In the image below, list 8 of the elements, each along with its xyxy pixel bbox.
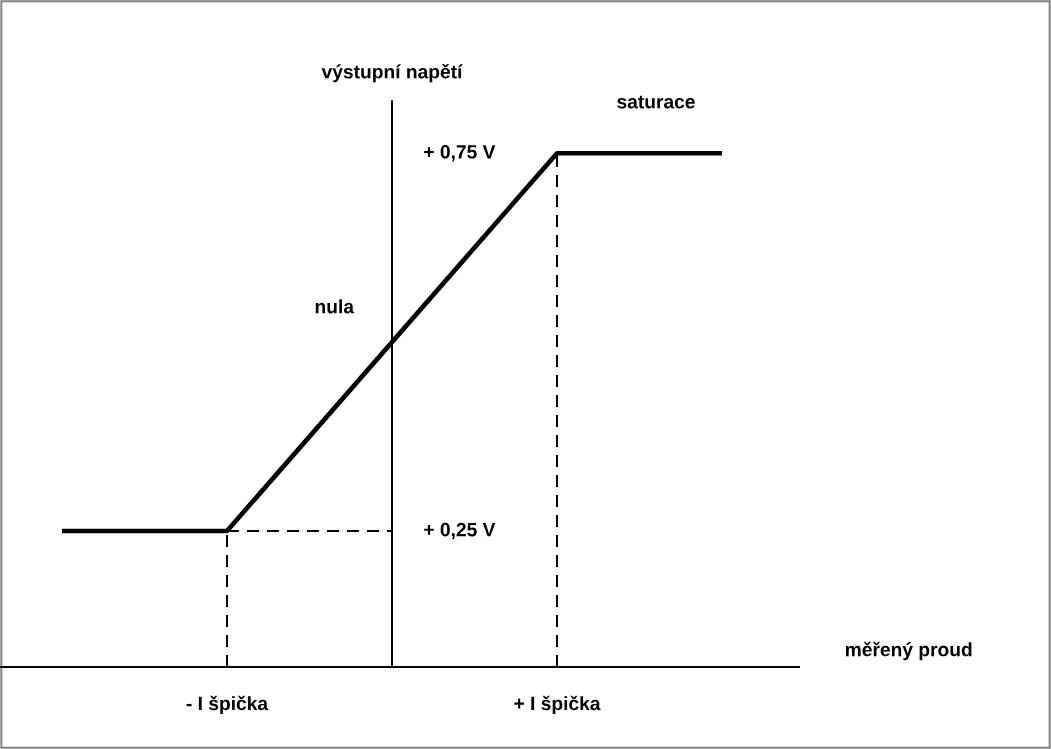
- annotation: saturace: [617, 95, 695, 109]
- y-tick-label: + 0,75 V: [424, 145, 496, 162]
- y-axis-title: výstupní napětí: [321, 63, 463, 83]
- x-tick-label: - I špička: [186, 695, 269, 715]
- x-axis-title: měřený proud: [845, 641, 972, 661]
- x-tick-label: + I špička: [514, 695, 601, 715]
- y-tick-label: + 0,25 V: [424, 522, 496, 540]
- annotation: nula: [315, 299, 355, 314]
